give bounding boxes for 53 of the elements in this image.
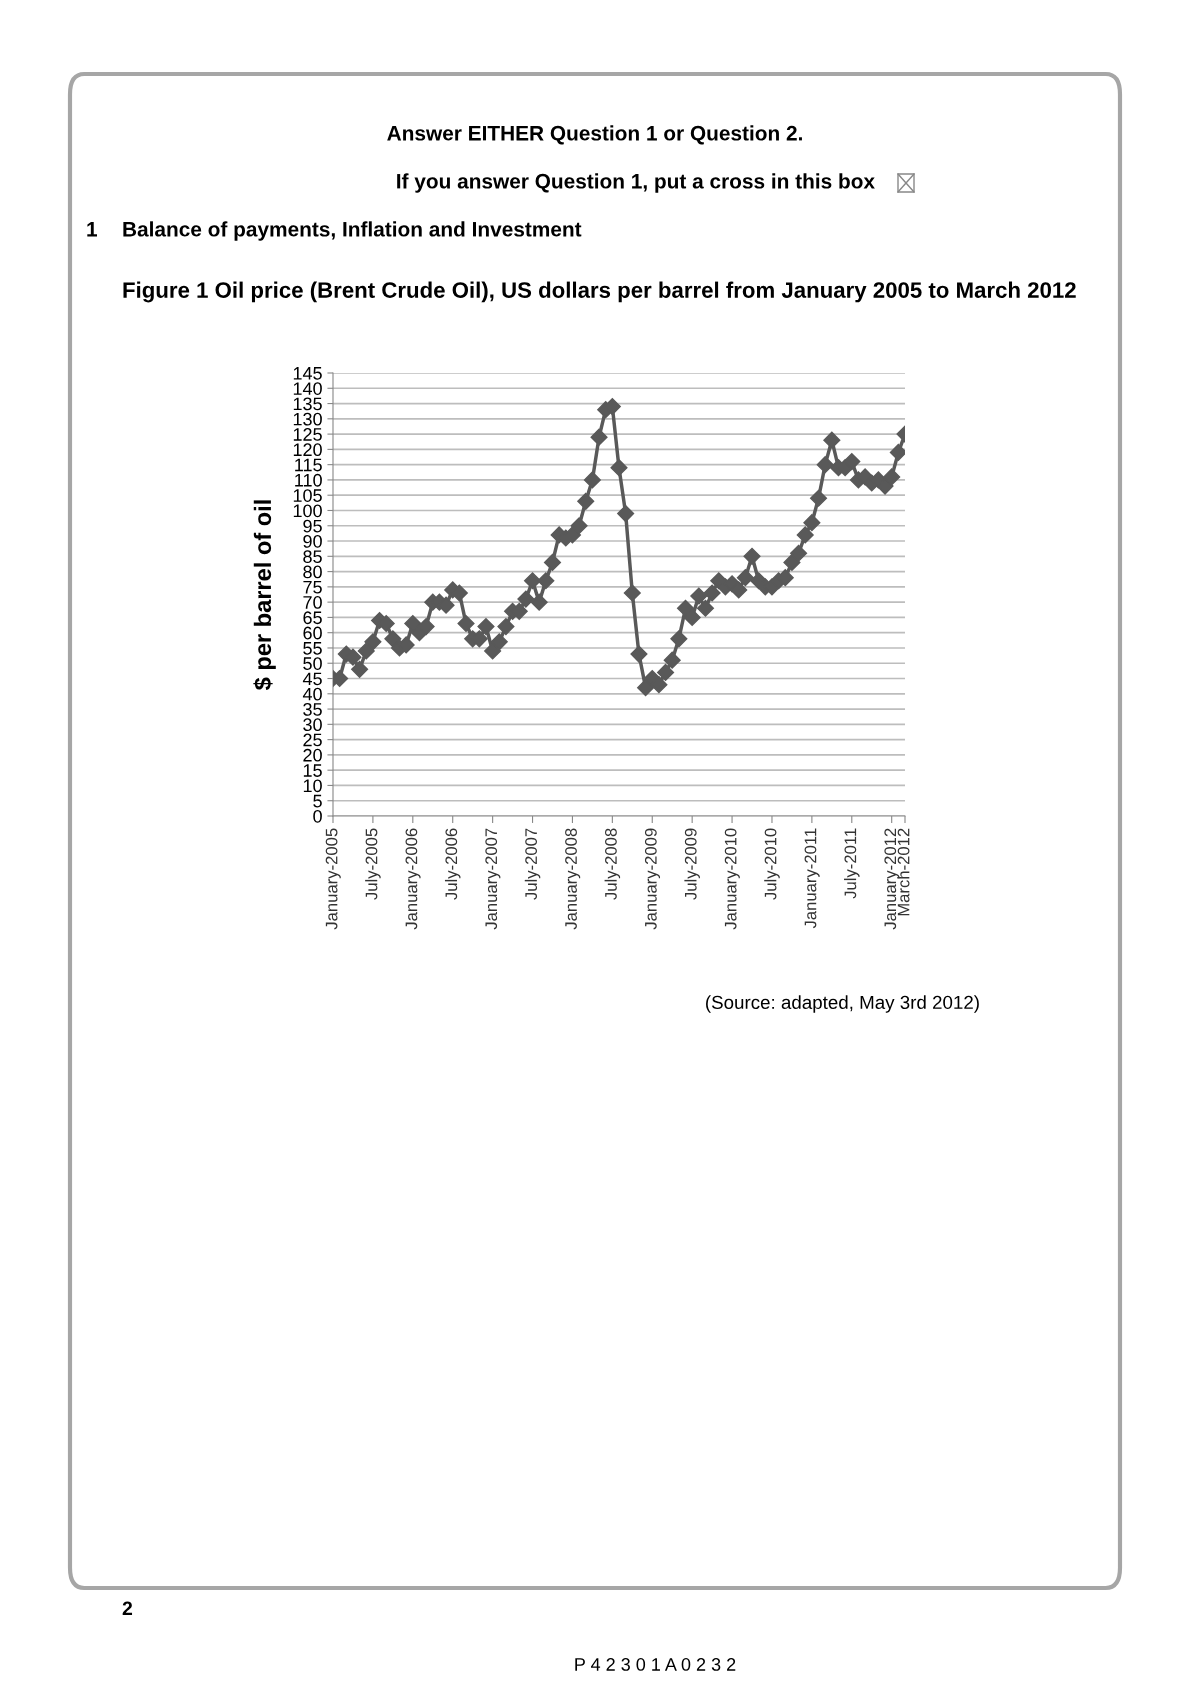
y-tick-label: 120 xyxy=(293,443,322,457)
x-tick-label: January-2011 xyxy=(804,828,820,929)
y-tick-label: 110 xyxy=(295,473,322,487)
y-tick-label: 90 xyxy=(303,534,322,548)
y-tick-label: 45 xyxy=(302,672,322,686)
y-tick-label: 40 xyxy=(302,687,322,701)
y-tick-label: 80 xyxy=(303,565,322,579)
x-tick-label: January-2010 xyxy=(724,828,740,930)
x-tick-label: July-2005 xyxy=(365,828,381,900)
x-tick-label: January-2008 xyxy=(565,828,581,930)
text: If you answer Question 1, put a cross in this box xyxy=(397,173,875,193)
y-tick-label: 55 xyxy=(303,642,322,655)
y-axis-title: $ per barrel of oil xyxy=(253,500,276,690)
y-tick-label: 75 xyxy=(303,580,322,594)
x-tick-label: January-2007 xyxy=(485,828,501,930)
y-tick-label: 140 xyxy=(293,382,322,395)
y-tick-label: 70 xyxy=(303,596,322,609)
y-tick-label: 30 xyxy=(303,718,322,732)
y-tick-label: 5 xyxy=(313,794,322,808)
x-tick-label: January-2005 xyxy=(325,828,341,930)
y-tick-label: 25 xyxy=(303,733,322,747)
text: P 4 2 3 0 1 A 0 2 3 2 xyxy=(575,1658,736,1671)
y-tick-label: 115 xyxy=(295,458,322,472)
text: (Source: adapted, May 3rd 2012) xyxy=(706,995,979,1013)
text: 2 xyxy=(122,1601,133,1616)
text: Answer EITHER Question 1 or Question 2. xyxy=(387,125,802,145)
y-tick-label: 65 xyxy=(303,611,322,625)
y-tick-label: 105 xyxy=(293,489,322,502)
y-tick-label: 130 xyxy=(293,412,322,426)
y-tick-label: 35 xyxy=(303,703,322,716)
y-tick-label: 20 xyxy=(303,748,322,762)
y-tick-label: 15 xyxy=(303,764,322,777)
chart-title: Figure 1 Oil price (Brent Crude Oil), US dollars per barrel from January 2005 to March 2012 xyxy=(123,281,1076,303)
y-tick-label: 50 xyxy=(303,657,322,670)
x-tick-label: July-2006 xyxy=(444,828,461,900)
y-tick-label: 0 xyxy=(313,809,322,823)
x-tick-label: July-2010 xyxy=(764,828,780,900)
text: Balance of payments, Inflation and Investment xyxy=(123,221,582,241)
y-tick-label: 60 xyxy=(303,626,322,640)
x-tick-label: July-2009 xyxy=(684,828,700,900)
y-tick-label: 100 xyxy=(293,504,322,518)
text: 1 xyxy=(87,222,98,237)
x-tick-label: January-2009 xyxy=(644,828,661,930)
y-tick-label: 135 xyxy=(293,397,322,411)
y-tick-label: 95 xyxy=(303,519,322,533)
y-tick-label: 85 xyxy=(303,550,322,564)
y-tick-label: 145 xyxy=(293,367,322,380)
y-tick-label: 125 xyxy=(293,428,322,441)
x-tick-label: July-2011 xyxy=(844,828,860,899)
x-tick-label: July-2008 xyxy=(604,828,621,900)
x-tick-label: July-2007 xyxy=(524,828,541,900)
y-tick-label: 10 xyxy=(303,779,322,793)
x-tick-label: January-2006 xyxy=(405,828,421,930)
